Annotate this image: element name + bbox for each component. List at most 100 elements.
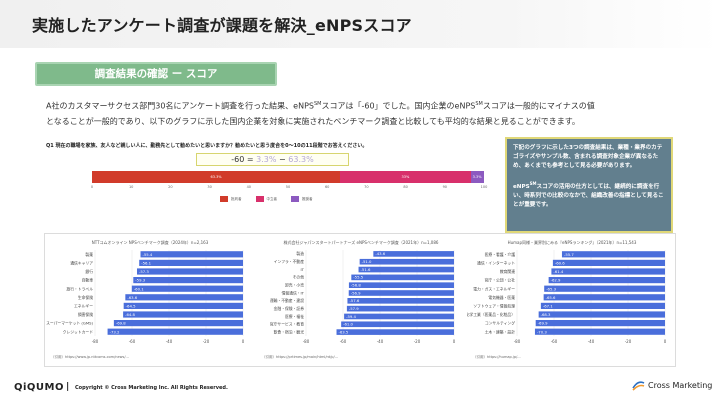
bar bbox=[344, 313, 454, 320]
bar bbox=[373, 251, 454, 257]
intro-line1-a: A社のカスタマーサクセス部門30名にアンケート調査を行った結果、eNPS bbox=[46, 101, 314, 111]
axis-tick-label: 20 bbox=[168, 185, 173, 189]
x-tick-label: -60 bbox=[551, 339, 558, 344]
axis-tick-label: 50 bbox=[285, 185, 291, 189]
formula-minus: − bbox=[276, 155, 289, 164]
category-label: 運輸・不動産・建設 bbox=[270, 298, 304, 303]
bar-value-label: -61.4 bbox=[553, 269, 563, 274]
legend-label: 批判者 bbox=[231, 196, 242, 201]
x-tick-label: 0 bbox=[453, 339, 456, 344]
category-label: エネルギー bbox=[74, 303, 93, 308]
category-label: 官庁・公団・公社 bbox=[485, 278, 516, 283]
category-label: 情報通信・IT bbox=[282, 290, 305, 295]
sm-mark: SM bbox=[313, 101, 322, 107]
bar-value-label: -73.2 bbox=[110, 329, 120, 334]
benchmark-chart-2: 株式会社ジャパンスタートパートナーズ eNPSベンチマーク調査（2021年）n=… bbox=[256, 236, 466, 364]
bar bbox=[348, 290, 454, 296]
bar bbox=[548, 277, 665, 284]
axis-tick-label: 100 bbox=[480, 185, 488, 189]
bar bbox=[131, 285, 243, 292]
formula-value: -60 = bbox=[231, 155, 257, 164]
chart-source: （引用）https://www.jp.nttcoms.com/news/... bbox=[51, 355, 129, 359]
copyright-text: Copyright © Cross Marketing Inc. All Rig… bbox=[75, 385, 228, 391]
x-tick-label: -40 bbox=[166, 339, 173, 344]
bar bbox=[123, 311, 243, 318]
category-label: 製薬 bbox=[85, 252, 93, 257]
bar-value-label: -51.6 bbox=[361, 267, 371, 272]
bar-value-label: -56.1 bbox=[141, 260, 151, 265]
category-label: 製造 bbox=[296, 251, 304, 256]
x-tick-label: 0 bbox=[664, 339, 667, 344]
bar bbox=[133, 277, 243, 284]
stack-segment: 33% bbox=[340, 171, 471, 183]
bar bbox=[543, 294, 665, 301]
chart-plot: -80 -60 -40 -20 0 -43.6 製造 -51.0 インフラ・不動産 -51.6 IT… bbox=[270, 250, 456, 344]
sm-mark: SM bbox=[475, 101, 483, 107]
x-tick-label: -60 bbox=[340, 339, 347, 344]
bar-value-label: -59.4 bbox=[346, 314, 356, 319]
cross-marketing-logo: Cross Marketing bbox=[632, 380, 712, 391]
bar bbox=[107, 328, 243, 335]
intro-line2: となることが一般的であり、以下のグラフに示した国内企業を対象に実施されたベンチマ… bbox=[46, 116, 580, 126]
bar-value-label: -56.9 bbox=[351, 290, 361, 295]
sm-mark: SM bbox=[529, 181, 537, 186]
axis-tick-label: 30 bbox=[207, 185, 212, 189]
bar-value-label: -69.8 bbox=[116, 321, 126, 326]
bar bbox=[358, 266, 454, 273]
bar-value-label: -67.1 bbox=[543, 303, 553, 308]
category-label: コンサルティング bbox=[485, 321, 515, 326]
axis-tick-label: 60 bbox=[324, 185, 330, 189]
enps-formula: -60 = 3.3% − 63.3% bbox=[196, 153, 349, 166]
axis-tick-label: 80 bbox=[403, 185, 408, 189]
category-label: 自動車 bbox=[82, 278, 94, 283]
qiqumo-logo: QiQUMO bbox=[14, 382, 65, 393]
axis-tick-label: 70 bbox=[364, 185, 369, 189]
bar bbox=[125, 294, 243, 301]
bar-value-label: -57.6 bbox=[349, 298, 359, 303]
x-tick-label: -40 bbox=[377, 339, 384, 344]
axis-tick-label: 0 bbox=[90, 185, 94, 189]
bar bbox=[136, 268, 243, 275]
stacked-bar-legend: 批判者 中立者 推奨者 bbox=[220, 196, 313, 202]
x-tick-label: -20 bbox=[414, 339, 421, 344]
category-label: 電力・ガス・エネルギー bbox=[473, 286, 515, 291]
x-tick-label: -80 bbox=[303, 339, 310, 344]
x-tick-label: -80 bbox=[514, 339, 521, 344]
x-tick-label: -60 bbox=[129, 339, 136, 344]
bar bbox=[336, 329, 454, 335]
bar-value-label: -60.6 bbox=[555, 260, 565, 265]
benchmark-chart-3: Humap同様・業界別にみる『eNPSランキング』（2021年）n=11,543… bbox=[467, 236, 677, 364]
bar bbox=[139, 259, 243, 266]
x-tick-label: -80 bbox=[92, 339, 99, 344]
legend-label: 推奨者 bbox=[302, 196, 313, 201]
category-label: その他 bbox=[293, 275, 305, 280]
bar bbox=[347, 298, 454, 304]
category-label: 医療・看護・介護 bbox=[485, 252, 516, 257]
bar bbox=[346, 305, 454, 312]
page-title: 実施したアンケート調査が課題を解決_eNPSスコア bbox=[32, 16, 412, 35]
category-label: インフラ・不動産 bbox=[274, 259, 304, 264]
bar-value-label: -43.6 bbox=[375, 251, 385, 256]
bar bbox=[551, 268, 665, 275]
category-label: 飲食・宿泊・観光 bbox=[274, 329, 305, 334]
bar-value-label: -51.0 bbox=[362, 259, 372, 264]
category-label: 医療・福祉 bbox=[285, 314, 304, 319]
x-tick-label: 0 bbox=[242, 339, 245, 344]
chart-title: NTTコムオンライン NPSベンチマーク調査（2024年）n=2,163 bbox=[91, 240, 209, 245]
stack-segment: 3.3% bbox=[470, 171, 484, 183]
bar-value-label: -69.9 bbox=[538, 321, 548, 326]
bar bbox=[552, 259, 665, 266]
bar-value-label: -64.5 bbox=[126, 303, 136, 308]
brand-text: Cross Marketing bbox=[648, 381, 713, 390]
bar-value-label: -68.3 bbox=[541, 312, 551, 317]
bar-value-label: -55.4 bbox=[143, 252, 153, 257]
axis-tick-label: 10 bbox=[128, 185, 134, 189]
bar-value-label: -57.9 bbox=[349, 306, 359, 311]
legend-label: 中立者 bbox=[266, 196, 278, 201]
chart-plot: -80 -60 -40 -20 0 -55.4 製薬 -56.1 通信キャリア -57.3 銀行 -5… bbox=[46, 250, 245, 344]
cross-marketing-icon bbox=[632, 381, 645, 391]
intro-text: A社のカスタマーサクセス部門30名にアンケート調査を行った結果、eNPSSMスコ… bbox=[46, 97, 686, 129]
bar-value-label: -63.5 bbox=[339, 329, 349, 334]
title-bar: 実施したアンケート調査が課題を解決_eNPSスコア bbox=[0, 0, 720, 48]
category-label: 銀行 bbox=[85, 269, 93, 274]
